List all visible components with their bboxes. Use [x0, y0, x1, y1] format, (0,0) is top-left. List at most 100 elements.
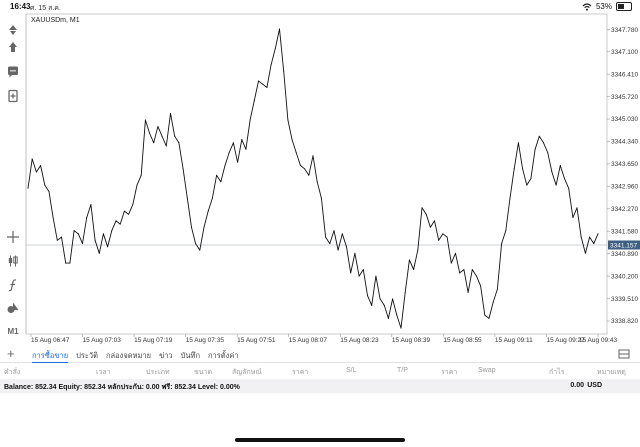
col-time: เวลา: [96, 369, 111, 376]
new-order-button[interactable]: [4, 87, 22, 105]
left-toolbar: M1: [0, 14, 26, 340]
series-point: [279, 28, 280, 30]
y-tick-label: 3341.580: [611, 228, 638, 235]
y-tick-label: 3347.780: [611, 27, 638, 34]
balance-bar: Balance: 852.34 Equity: 852.34 หลักประกั…: [0, 379, 640, 393]
series-point: [438, 239, 440, 241]
series-point: [65, 262, 67, 264]
tab-trade[interactable]: การซื้อขาย: [32, 350, 69, 363]
series-point: [48, 191, 50, 193]
x-tick-label: 15 Aug 08:07: [289, 337, 328, 344]
series-point: [417, 249, 419, 251]
tab-history[interactable]: ประวัติ: [76, 351, 99, 360]
series-point: [505, 230, 507, 232]
series-point: [547, 152, 549, 153]
orders-column-headers: คำสั่ง เวลา ประเภท ขนาด สัญลักษณ์ ราคา S…: [0, 365, 640, 377]
crosshair-button[interactable]: [4, 228, 22, 246]
series-point: [123, 210, 125, 212]
indicators-button[interactable]: [4, 276, 22, 294]
series-point: [56, 239, 58, 241]
panel-toggle-icon[interactable]: [618, 349, 630, 359]
series-point: [501, 243, 503, 245]
series-point: [128, 213, 130, 215]
y-tick-label: 3340.200: [611, 273, 638, 280]
add-icon[interactable]: +: [7, 346, 15, 361]
series-point: [564, 178, 565, 180]
x-tick-label: 15 Aug 08:39: [392, 337, 431, 344]
y-tick-label: 3338.820: [611, 318, 638, 325]
series-point: [371, 304, 373, 306]
series-point: [400, 327, 402, 329]
series-point: [203, 226, 205, 228]
series-point: [421, 207, 423, 209]
series-point: [350, 272, 352, 274]
series-point: [316, 181, 318, 183]
series-point: [559, 165, 561, 166]
series-point: [216, 174, 218, 176]
series-point: [346, 246, 347, 248]
tab-mailbox[interactable]: กล่องจดหมาย: [106, 351, 152, 360]
wifi-icon: [582, 2, 592, 11]
chat-button[interactable]: [4, 63, 22, 81]
series-point: [178, 142, 180, 144]
series-point: [191, 226, 192, 228]
series-point: [35, 171, 37, 173]
tab-news[interactable]: ข่าว: [159, 351, 173, 360]
y-tick-label: 3346.410: [611, 71, 638, 78]
shapes-icon: [7, 302, 19, 313]
col-comment: หมายเหตุ: [597, 369, 626, 376]
series-point: [77, 233, 79, 235]
status-time: 16:43: [10, 2, 31, 11]
y-tick-label: 3342.960: [611, 184, 638, 191]
series-point: [580, 236, 582, 238]
series-point: [325, 236, 327, 238]
series-point: [211, 197, 213, 199]
trade-button[interactable]: [4, 38, 22, 56]
series-point: [354, 252, 356, 254]
series-point: [450, 262, 452, 264]
series-point: [555, 184, 557, 186]
series-point: [312, 155, 314, 157]
y-axis: 3347.780 3347.100 3346.410 3345.720 3345.030…: [607, 27, 638, 325]
price-tag-text: 3341.157: [610, 242, 637, 249]
tab-settings[interactable]: การตั้งค่า: [208, 351, 239, 360]
series-point: [82, 243, 83, 245]
function-icon: [8, 279, 17, 292]
col-order: คำสั่ง: [4, 369, 21, 376]
series-point: [471, 269, 473, 271]
x-tick-label: 15 Aug 09:27: [546, 337, 585, 344]
chart-type-button[interactable]: [4, 252, 22, 270]
series-point: [404, 291, 406, 293]
series-point: [593, 243, 595, 245]
status-date: ศ. 15 ส.ค.: [30, 5, 61, 12]
series-point: [144, 119, 146, 121]
one-click-trade-button[interactable]: [4, 20, 22, 38]
series-point: [459, 272, 461, 274]
candlestick-icon: [8, 255, 18, 267]
series-point: [136, 184, 138, 186]
timeframe-button[interactable]: M1: [7, 326, 19, 336]
price-chart[interactable]: XAUUSDm, M1 3347.780 3347.100 3346.410 3345…: [0, 0, 640, 346]
series-point: [308, 174, 310, 176]
series-point: [295, 152, 297, 153]
chart-symbol-label: XAUUSDm, M1: [31, 17, 80, 24]
x-tick-label: 15 Aug 07:51: [237, 337, 276, 344]
series-point: [140, 174, 142, 176]
series-point: [119, 223, 121, 225]
series-point: [270, 64, 272, 66]
objects-button[interactable]: [4, 299, 22, 317]
series-points: [27, 28, 599, 329]
series-point: [492, 301, 494, 303]
tab-journal[interactable]: บันทึก: [180, 351, 201, 360]
series-point: [27, 187, 29, 189]
series-point: [232, 142, 234, 144]
x-axis: 15 Aug 06:47 15 Aug 07:03 15 Aug 07:19 15 A…: [30, 334, 618, 344]
chat-bubble-icon: [8, 66, 18, 78]
series-point: [174, 135, 176, 137]
document-plus-icon: [8, 89, 18, 103]
series-point: [476, 275, 477, 277]
series-point: [94, 239, 96, 241]
series-point: [207, 210, 209, 212]
series-point: [568, 187, 570, 189]
series-point: [425, 213, 427, 215]
